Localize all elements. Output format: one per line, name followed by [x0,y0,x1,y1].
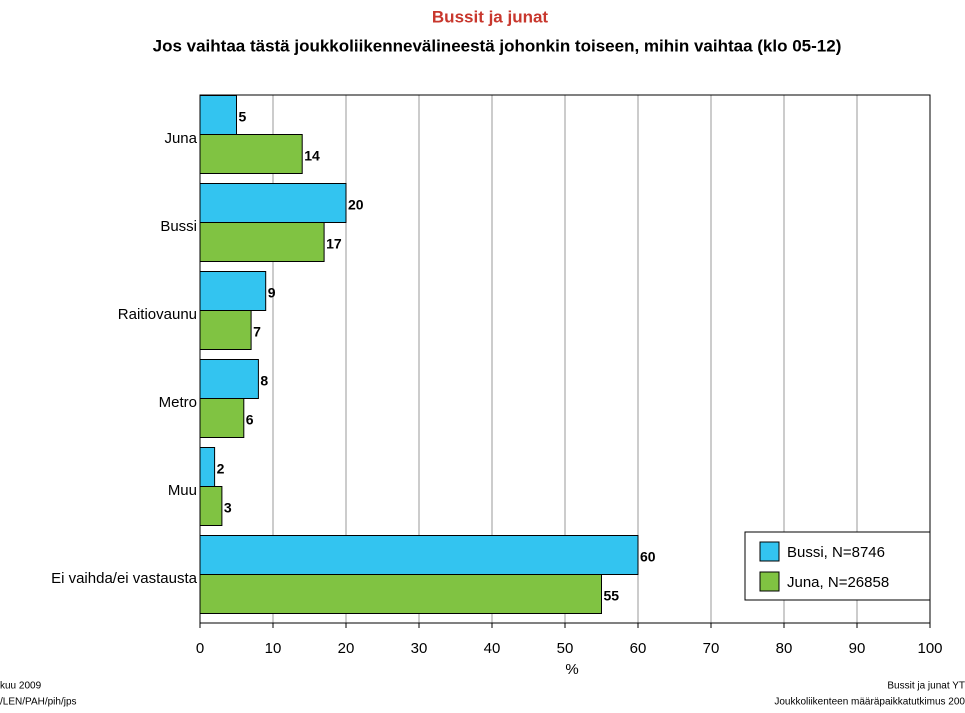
value-label: 3 [224,500,232,516]
x-tick-label: 10 [265,640,282,657]
x-tick-label: 80 [776,640,793,657]
footer-left: kuu 2009 [0,681,42,692]
y-tick-label: Raitiovaunu [118,306,197,323]
footer-left: /LEN/PAH/pih/jps [0,697,77,708]
x-tick-label: 30 [411,640,428,657]
bar [199,359,259,399]
bar [199,183,347,223]
value-label: 6 [246,412,254,428]
x-tick-label: 40 [484,640,501,657]
bar [199,486,223,526]
bar [199,271,267,311]
y-tick-label: Metro [159,394,197,411]
legend-swatch [759,541,780,562]
y-tick-label: Ei vaihda/ei vastausta [51,570,198,587]
x-tick-label: 100 [917,640,942,657]
bar [199,398,245,438]
bar [199,95,237,135]
legend-label: Bussi, N=8746 [787,544,885,561]
value-label: 7 [253,324,261,340]
value-label: 14 [304,148,320,164]
chart-title: Bussit ja junat [432,7,549,26]
value-label: 8 [260,373,268,389]
y-tick-label: Bussi [160,218,197,235]
x-axis-label: % [565,661,578,678]
legend-swatch [759,571,780,592]
footer-right: Bussit ja junat YT [887,681,965,692]
x-tick-label: 50 [557,640,574,657]
x-tick-label: 20 [338,640,355,657]
x-tick-label: 70 [703,640,720,657]
x-tick-label: 60 [630,640,647,657]
value-label: 2 [217,461,225,477]
value-label: 60 [640,549,656,565]
value-label: 17 [326,236,342,252]
bar [199,535,639,575]
footer-right: Joukkoliikenteen määräpaikkatutkimus 200 [774,697,965,708]
y-tick-label: Juna [164,130,197,147]
y-tick-label: Muu [168,482,197,499]
value-label: 5 [239,109,247,125]
value-label: 9 [268,285,276,301]
legend-label: Juna, N=26858 [787,574,889,591]
bar [199,447,216,487]
value-label: 20 [348,197,364,213]
bar [199,310,252,350]
value-label: 55 [604,588,620,604]
x-tick-label: 90 [849,640,866,657]
x-tick-label: 0 [196,640,204,657]
bar [199,574,602,614]
chart-subtitle: Jos vaihtaa tästä joukkoliikennevälinees… [153,36,842,55]
bar [199,134,303,174]
bar [199,222,325,262]
